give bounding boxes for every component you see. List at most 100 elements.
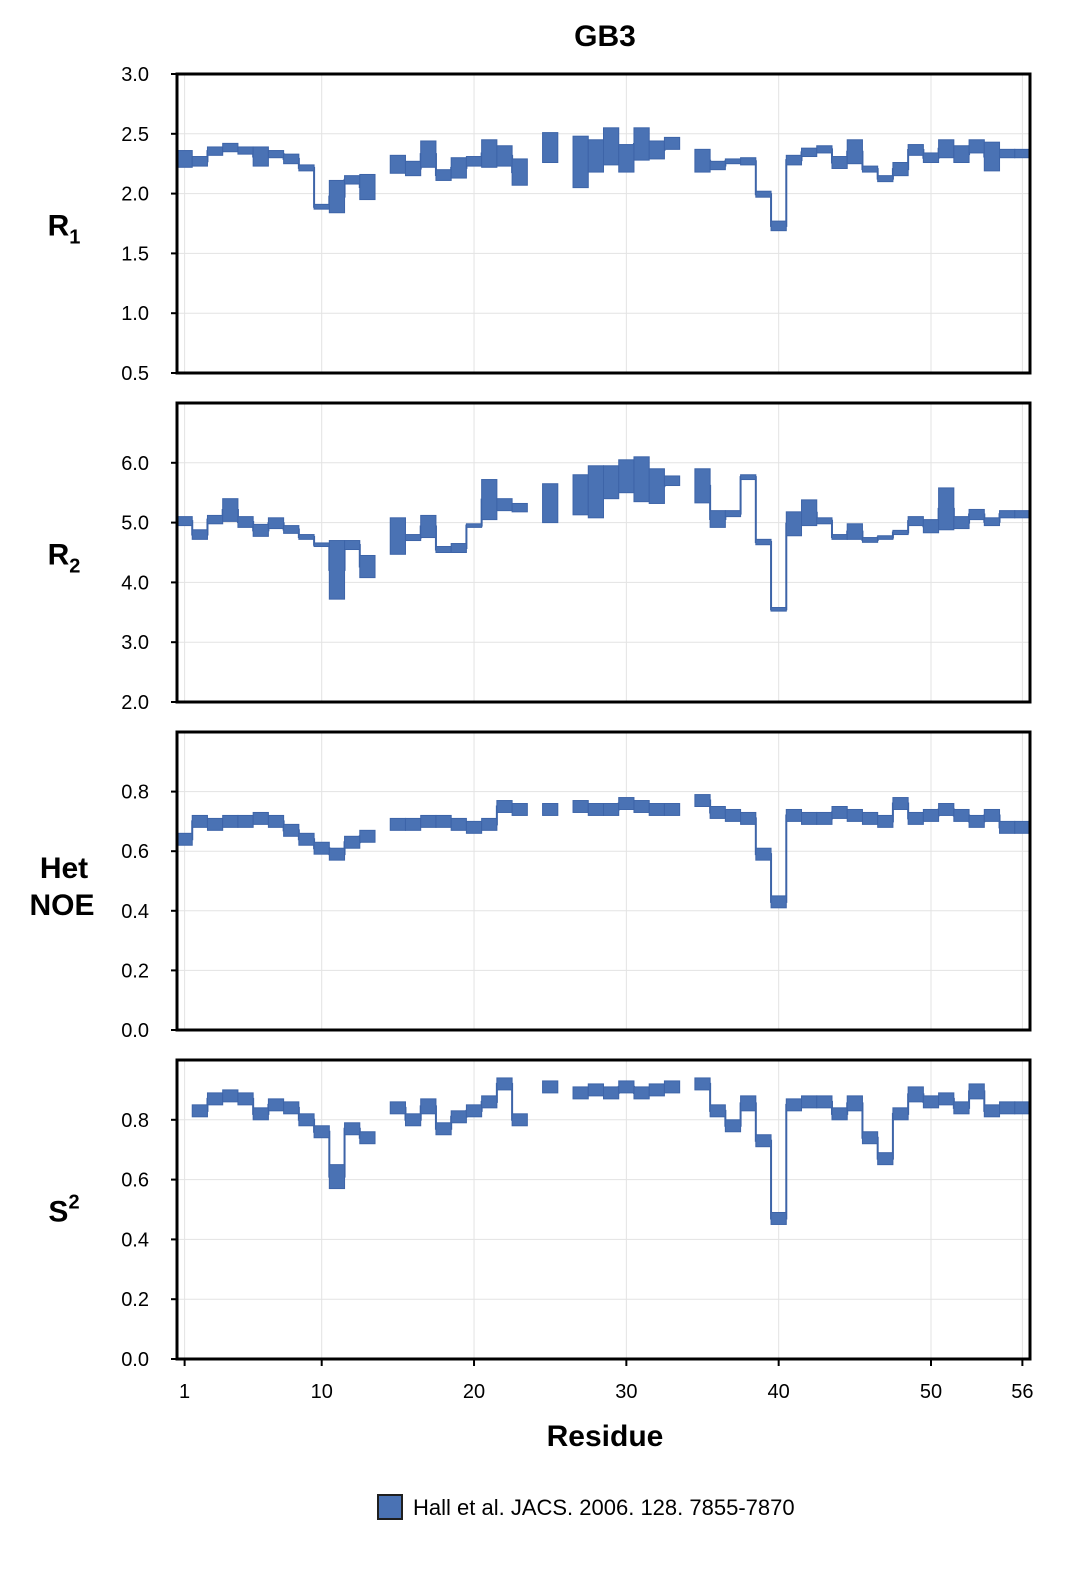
y-tick-label: 0.6 <box>121 1170 149 1192</box>
range-bar-residue-51 <box>938 803 955 816</box>
range-bar-residue-40 <box>770 607 787 612</box>
range-bar-residue-35 <box>694 148 711 173</box>
range-bar-residue-29 <box>603 465 620 500</box>
range-bar-residue-49 <box>907 1086 924 1103</box>
range-bar-residue-27 <box>572 474 589 516</box>
range-bar-residue-10 <box>313 1125 330 1139</box>
range-bar-residue-1 <box>176 832 193 846</box>
range-bar-residue-30 <box>618 144 635 173</box>
legend: Hall et al. JACS. 2006. 128. 7855-7870 <box>377 1494 795 1520</box>
y-axis-label-superscript: 2 <box>68 1192 79 1214</box>
range-bar-residue-19 <box>450 157 467 179</box>
range-bar-residue-45 <box>846 808 863 822</box>
panel-frame <box>175 730 1032 1032</box>
range-bar-residue-16 <box>404 160 422 177</box>
range-bar-residue-50 <box>922 1095 940 1109</box>
panel-1: 0.5 1.0 1.5 2.0 2.5 3.0 R1 <box>48 64 1032 385</box>
range-bar-residue-9 <box>298 534 315 540</box>
range-bar-residue-42 <box>801 499 818 527</box>
range-bar-residue-6 <box>252 811 269 825</box>
y-tick-label: 1.0 <box>121 303 149 325</box>
range-bar-residue-7 <box>267 517 285 530</box>
range-bar-residue-6 <box>252 1107 269 1121</box>
range-bar-residue-40 <box>770 895 787 909</box>
range-bar-residue-48 <box>892 529 909 536</box>
range-bar-residue-41 <box>785 808 803 822</box>
range-bar-residue-28 <box>587 803 605 816</box>
y-tick-label: 3.0 <box>121 632 149 654</box>
range-bar-residue-38 <box>740 474 757 481</box>
y-axis-label-main: R <box>48 539 70 572</box>
range-bar-residue-27 <box>572 800 589 813</box>
x-tick-label: 1 <box>179 1381 190 1403</box>
range-bar-residue-51 <box>938 139 955 159</box>
y-axis-label: R1 <box>48 210 81 249</box>
range-bar-residue-16 <box>404 534 422 542</box>
range-bar-residue-37 <box>724 158 742 165</box>
range-bar-residue-46 <box>861 1131 879 1145</box>
range-bar-residue-18 <box>435 546 452 554</box>
y-tick-label: 0.2 <box>121 960 149 982</box>
range-bar-residue-1 <box>176 150 193 168</box>
y-axis-label-subscript: 1 <box>69 227 80 249</box>
range-bar-residue-55 <box>999 1101 1016 1115</box>
range-bar-residue-45 <box>846 523 863 540</box>
range-bar-residue-4 <box>222 1089 239 1103</box>
range-bar-residue-3 <box>206 817 224 831</box>
y-tick-label: 2.0 <box>121 692 149 714</box>
range-bar-residue-10 <box>313 203 330 210</box>
range-bar-residue-51 <box>938 487 955 531</box>
range-bar-residue-12 <box>344 835 361 849</box>
range-bar-residue-55 <box>999 510 1016 519</box>
range-bar-residue-22 <box>496 1077 513 1091</box>
range-bar-residue-22 <box>496 498 513 512</box>
range-bar-residue-15 <box>389 1101 406 1115</box>
range-bar-residue-3 <box>206 1092 224 1106</box>
range-bar-residue-4 <box>222 142 239 153</box>
panel-3: 0.0 0.2 0.4 0.6 0.8 Het NOE <box>29 730 1032 1042</box>
range-bar-residue-39 <box>755 190 772 198</box>
range-bar-residue-49 <box>907 144 924 156</box>
range-bar-residue-56 <box>1014 1101 1031 1115</box>
range-bar-residue-4 <box>222 498 239 522</box>
range-bar-residue-5 <box>237 814 254 828</box>
panel-2: 2.0 3.0 4.0 5.0 6.0 R2 <box>48 401 1032 714</box>
range-bar-residue-31 <box>633 1086 650 1100</box>
range-bar-residue-19 <box>450 817 467 831</box>
range-bar-residue-37 <box>724 808 742 822</box>
range-bar-residue-36 <box>709 1104 726 1118</box>
range-bar-residue-52 <box>953 808 970 822</box>
range-bar-residue-16 <box>404 1113 422 1127</box>
range-bar-residue-9 <box>298 1113 315 1127</box>
range-bar-residue-48 <box>892 797 909 810</box>
range-bar-residue-11 <box>328 540 346 600</box>
range-bar-residue-18 <box>435 814 452 828</box>
range-bar-residue-41 <box>785 154 803 166</box>
y-axis-label-main: Het <box>40 852 88 885</box>
range-bar-residue-8 <box>283 525 300 534</box>
range-bar-residue-43 <box>816 145 833 154</box>
range-bar-residue-50 <box>922 152 940 164</box>
range-bar-residue-15 <box>389 817 406 831</box>
x-tick-label: 10 <box>311 1381 333 1403</box>
y-tick-label: 2.5 <box>121 124 149 146</box>
range-bar-residue-36 <box>709 510 726 528</box>
range-bar-residue-49 <box>907 811 924 825</box>
range-bar-residue-27 <box>572 1086 589 1100</box>
range-bar-residue-56 <box>1014 510 1031 519</box>
y-tick-label: 0.4 <box>121 901 149 923</box>
range-bar-residue-54 <box>983 141 1001 172</box>
range-bar-residue-46 <box>861 811 879 825</box>
range-bar-residue-17 <box>420 514 437 539</box>
range-bar-residue-2 <box>191 529 208 540</box>
y-axis-label-main: R <box>48 210 70 243</box>
range-bar-residue-22 <box>496 800 513 813</box>
range-bar-residue-21 <box>481 479 498 521</box>
range-bar-residue-31 <box>633 800 650 813</box>
range-bar-residue-12 <box>344 1122 361 1136</box>
range-bar-residue-40 <box>770 220 787 232</box>
range-bar-residue-7 <box>267 1098 285 1112</box>
range-bar-residue-20 <box>465 820 483 834</box>
y-tick-label: 3.0 <box>121 64 149 86</box>
range-bar-residue-30 <box>618 1080 635 1094</box>
